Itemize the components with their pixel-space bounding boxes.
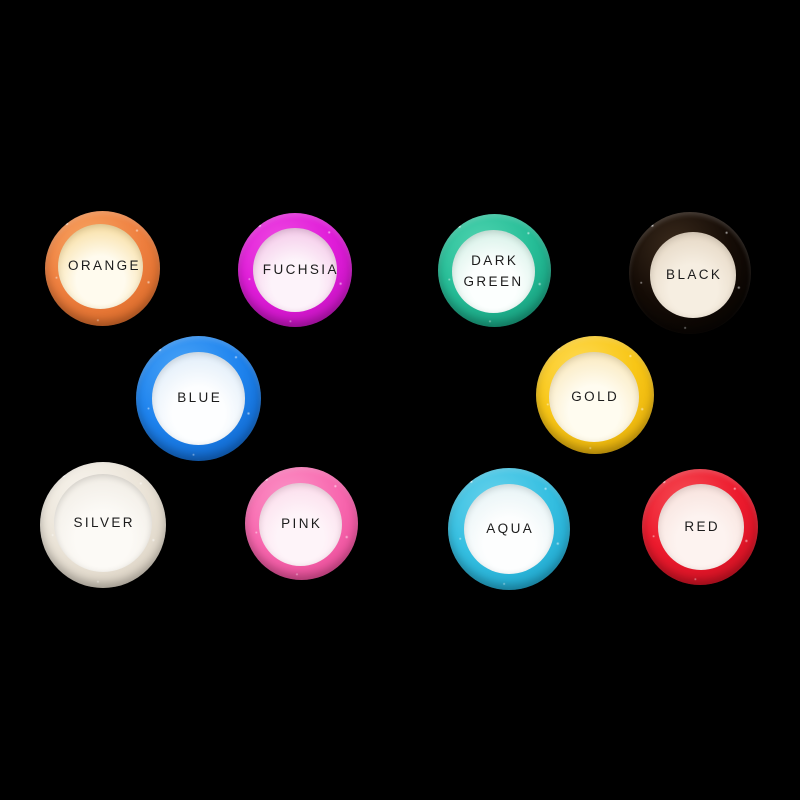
pot-color-label: BLUE [177,390,223,406]
paint-pot-gold: GOLD [536,336,654,454]
pot-inner-disc: PINK [258,482,343,567]
paint-pot-dark-green: DARK GREEN [438,214,551,327]
paint-pot-silver: SILVER [40,462,166,588]
pot-color-label: SILVER [73,514,135,530]
pot-inner-disc: DARK GREEN [451,229,536,314]
pot-inner-disc: RED [658,484,744,570]
pot-inner-disc: GOLD [549,352,639,442]
pot-inner-disc: BLACK [650,232,736,318]
pot-color-label: FUCHSIA [262,261,339,277]
paint-pot-aqua: AQUA [448,468,570,590]
pot-color-label: AQUA [486,520,535,536]
paint-pot-red: RED [642,469,758,585]
pot-inner-disc: ORANGE [57,223,144,310]
paint-pot-blue: BLUE [136,336,261,461]
pot-color-label: RED [684,518,721,534]
pot-color-label: ORANGE [67,258,141,274]
pot-color-label: GOLD [571,388,620,404]
paint-pot-pink: PINK [245,467,358,580]
pot-inner-disc: SILVER [53,473,153,573]
paint-pot-orange: ORANGE [45,211,160,326]
pot-inner-disc: FUCHSIA [252,227,339,313]
pot-inner-disc: AQUA [463,483,555,575]
paint-pot-fuchsia: FUCHSIA [238,213,352,327]
pot-color-label: BLACK [666,266,723,282]
paint-pot-black: BLACK [629,212,751,334]
pot-color-label: PINK [281,516,323,532]
pot-inner-disc: BLUE [152,352,245,445]
pot-color-label: DARK GREEN [463,252,524,289]
